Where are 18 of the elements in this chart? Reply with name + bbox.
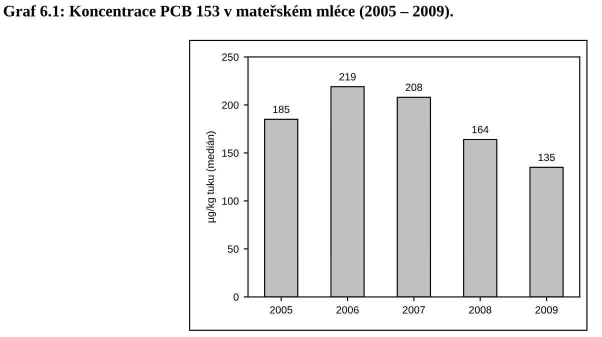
- y-tick-label: 100: [222, 197, 239, 205]
- data-label: 219: [339, 73, 356, 80]
- data-label: 185: [273, 106, 290, 114]
- x-tick-label: 2005: [270, 306, 292, 314]
- y-tick-label: 0: [234, 293, 239, 301]
- y-axis-title: µg/kg tuku (medián): [206, 131, 216, 222]
- data-label: 208: [406, 84, 422, 92]
- y-tick-label: 150: [222, 149, 239, 157]
- y-tick-label: 200: [222, 101, 239, 109]
- x-tick-label: 2008: [469, 306, 492, 314]
- y-tick-label: 50: [228, 245, 239, 253]
- x-tick-label: 2006: [336, 306, 359, 314]
- chart-title: Graf 6.1: Koncentrace PCB 153 v mateřském mléce (2005 – 2009).: [4, 5, 453, 20]
- data-label: 135: [538, 154, 555, 162]
- y-tick-label: 250: [222, 53, 239, 61]
- x-tick-label: 2009: [535, 306, 558, 314]
- x-tick-label: 2007: [402, 306, 425, 314]
- data-label: 164: [472, 126, 489, 134]
